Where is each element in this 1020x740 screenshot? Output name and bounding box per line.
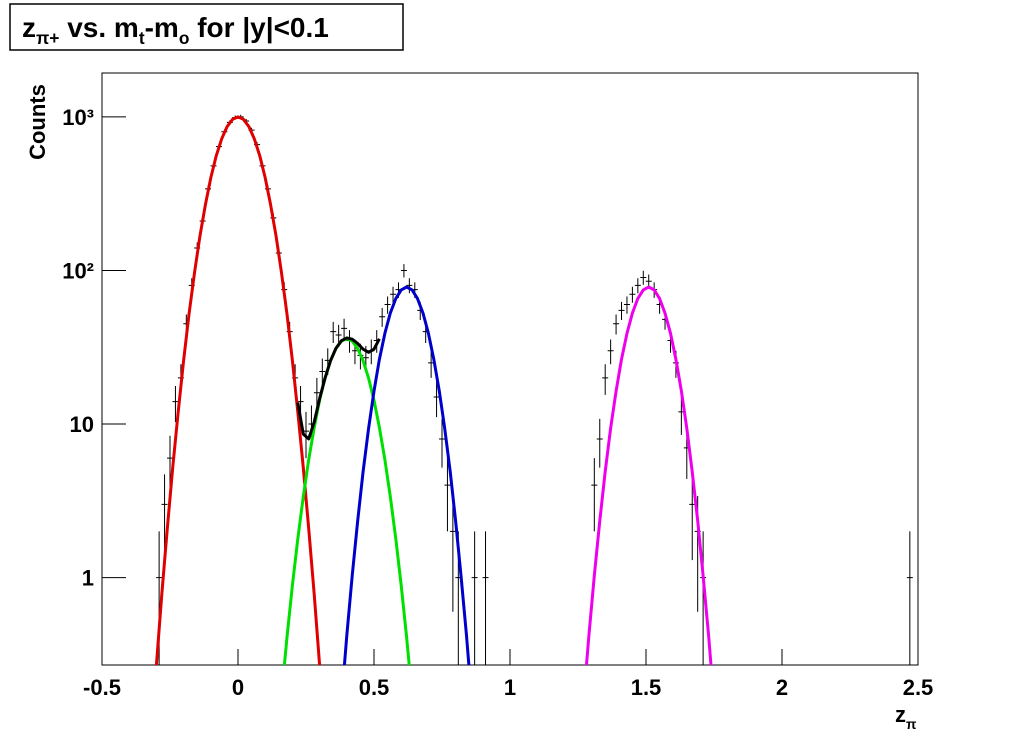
subscript: t	[139, 28, 145, 48]
error-bar	[384, 296, 391, 314]
y-tick-label: 10³	[62, 105, 94, 130]
error-bar	[591, 458, 598, 532]
chart-title: zπ+ vs. mt-mo for |y|<0.1	[22, 12, 329, 48]
fit-curve	[154, 115, 322, 665]
subscript: π	[906, 717, 917, 732]
error-bar	[640, 270, 647, 285]
error-bar	[613, 314, 620, 335]
x-tick-label: 1.5	[631, 675, 662, 700]
fit-curve	[584, 285, 713, 665]
x-tick-label: 2	[776, 675, 788, 700]
error-bar	[433, 381, 440, 418]
error-bar	[634, 278, 641, 294]
x-tick-label: 0.5	[359, 675, 390, 700]
error-bar	[390, 286, 397, 303]
y-tick-label: 10	[70, 412, 94, 437]
error-bar	[330, 321, 337, 344]
error-bar	[439, 418, 445, 468]
x-tick-label: 0	[232, 675, 244, 700]
subscript: π+	[36, 28, 59, 48]
text-run: for |y|<0.1	[189, 12, 328, 43]
y-tick-label: 10²	[62, 258, 94, 283]
error-bar	[607, 339, 614, 365]
error-bar	[400, 264, 407, 278]
error-bar	[689, 474, 696, 561]
text-run: -m	[145, 12, 179, 43]
y-axis-label: Counts	[25, 84, 50, 160]
subscript: o	[179, 28, 190, 48]
plot-area	[154, 114, 913, 665]
error-bar	[341, 318, 348, 340]
error-bar	[482, 531, 489, 665]
y-tick-label: 1	[82, 566, 94, 591]
error-bar	[602, 364, 609, 395]
text-run: z	[22, 12, 36, 43]
text-run: vs. m	[59, 12, 138, 43]
error-bar	[172, 385, 179, 423]
error-bar	[618, 301, 625, 320]
error-bar	[471, 531, 478, 665]
error-bar	[906, 531, 913, 665]
error-bar	[449, 496, 456, 612]
error-bar	[629, 286, 636, 303]
fit-curve	[342, 285, 471, 665]
x-tick-label: 1	[504, 675, 516, 700]
error-bar	[596, 418, 603, 468]
error-bar	[444, 458, 451, 532]
plot-frame	[101, 72, 919, 666]
title-box	[9, 3, 404, 51]
x-tick-label: -0.5	[83, 675, 121, 700]
x-tick-label: 2.5	[903, 675, 934, 700]
fit-curve	[296, 336, 381, 441]
error-bar	[379, 307, 386, 327]
error-bar	[623, 296, 630, 314]
x-axis-label: zπ	[895, 702, 917, 732]
text-run: z	[895, 702, 906, 727]
error-bar	[406, 278, 413, 294]
